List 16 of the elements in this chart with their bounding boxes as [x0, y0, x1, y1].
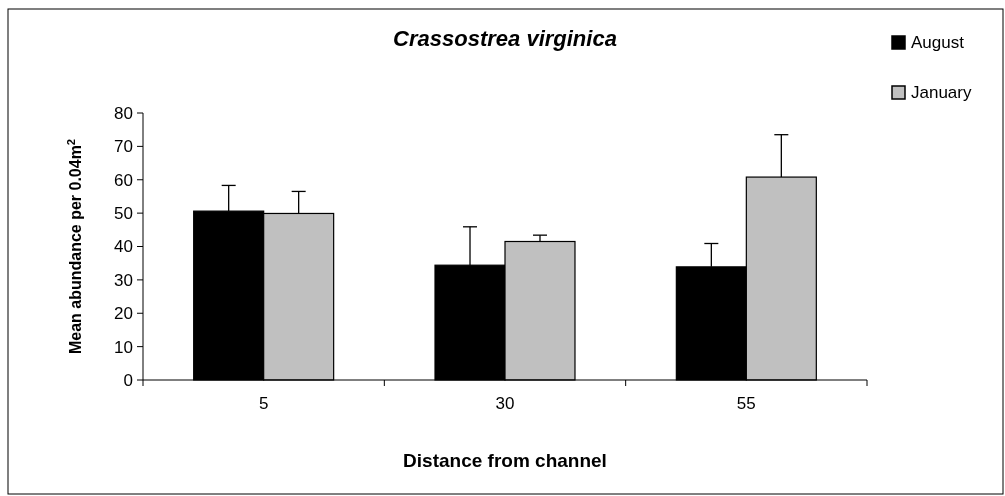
legend-label: August — [911, 33, 965, 52]
y-tick-label: 50 — [114, 204, 133, 224]
y-tick-label: 40 — [114, 237, 133, 257]
chart-title: Crassostrea virginica — [393, 26, 617, 51]
y-tick-label: 70 — [114, 137, 133, 157]
y-tick-label: 60 — [114, 170, 133, 190]
y-tick-label: 30 — [114, 270, 133, 290]
x-axis-title: Distance from channel — [403, 450, 607, 471]
y-tick-label: 80 — [114, 103, 133, 123]
y-tick-label: 10 — [114, 337, 133, 357]
x-tick-label: 55 — [736, 394, 756, 413]
legend-label: January — [911, 83, 972, 102]
y-tick-label: 0 — [123, 370, 133, 390]
y-tick-label: 20 — [114, 304, 133, 324]
x-tick-label: 5 — [258, 394, 269, 413]
x-tick-label: 30 — [495, 394, 515, 413]
